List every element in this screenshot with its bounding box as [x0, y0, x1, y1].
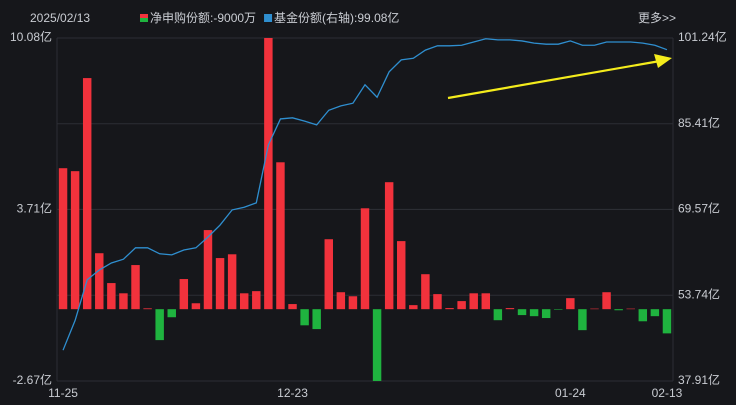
- bar: [119, 293, 128, 310]
- bar: [614, 309, 623, 311]
- bar: [239, 293, 249, 310]
- bar: [384, 182, 394, 310]
- y-tick-label: -2.67亿: [13, 372, 52, 387]
- bar: [203, 230, 213, 310]
- bar: [493, 309, 503, 321]
- bar: [348, 296, 358, 310]
- bar: [276, 162, 285, 310]
- bar: [602, 292, 611, 310]
- bar: [457, 301, 466, 310]
- y2-tick-label: 85.41亿: [678, 115, 720, 130]
- bar: [95, 253, 104, 310]
- bar: [155, 309, 164, 341]
- legend-value: :-9000万: [210, 11, 256, 25]
- line: [62, 38, 668, 351]
- plot: 10.08亿 3.71亿 -2.67亿 101.24亿 85.41亿 69.57亿 53.7…: [10, 29, 727, 400]
- x-tick-label: 02-13: [652, 386, 683, 400]
- legend-label: 基金份额(右轴): [274, 10, 354, 25]
- bar: [191, 303, 201, 310]
- bar: [397, 241, 406, 310]
- annotation-arrow: [447, 59, 661, 100]
- y2-tick-label: 101.24亿: [678, 29, 727, 44]
- bar: [227, 254, 237, 310]
- bar: [360, 208, 370, 310]
- bar: [590, 308, 599, 310]
- bar: [372, 309, 382, 381]
- x-tick-label: 12-23: [277, 386, 308, 400]
- bar: [300, 309, 309, 326]
- bar: [409, 305, 418, 310]
- bar: [288, 304, 297, 310]
- bar: [638, 309, 648, 322]
- more-link[interactable]: 更多>>: [638, 11, 676, 25]
- legend-swatch: [140, 18, 148, 22]
- bar: [469, 293, 478, 310]
- bar: [529, 309, 539, 317]
- bar: [312, 309, 321, 330]
- x-tick-label: 01-24: [555, 386, 586, 400]
- bar: [505, 308, 515, 310]
- bar: [421, 274, 430, 310]
- date: 2025/02/13: [30, 11, 90, 25]
- legend: 净申购份额:-9000万 基金份额(右轴):99.08亿: [140, 10, 399, 25]
- bar: [264, 38, 273, 310]
- bar: [215, 258, 225, 310]
- legend-label: 净申购份额: [150, 10, 210, 25]
- bar: [324, 239, 333, 310]
- bar: [70, 171, 80, 310]
- bar: [554, 309, 563, 310]
- bar: [517, 309, 527, 316]
- bar: [650, 309, 660, 317]
- x-tick-label: 11-25: [48, 386, 78, 400]
- bar: [179, 279, 189, 310]
- bar: [131, 265, 140, 310]
- bar: [143, 308, 152, 310]
- y2-tick-label: 37.91亿: [678, 372, 720, 387]
- bar: [578, 309, 587, 331]
- bar: [82, 78, 92, 310]
- bar: [336, 292, 346, 310]
- bar: [626, 308, 635, 310]
- bar: [167, 309, 176, 318]
- legend-value: :99.08亿: [354, 10, 399, 25]
- y2-tick-label: 69.57亿: [678, 201, 720, 216]
- bar: [58, 168, 68, 310]
- bar: [566, 298, 575, 310]
- legend-swatch: [264, 14, 273, 22]
- bar: [662, 309, 672, 334]
- y2-tick-label: 53.74亿: [678, 286, 720, 301]
- y-tick-label: 3.71亿: [17, 201, 52, 216]
- bar: [252, 291, 261, 310]
- bar: [107, 283, 116, 310]
- bar: [433, 294, 442, 310]
- bar: [481, 293, 491, 310]
- y-tick-label: 10.08亿: [10, 29, 52, 44]
- arrow-head: [654, 54, 672, 68]
- bar: [445, 308, 454, 310]
- bar: [541, 309, 551, 319]
